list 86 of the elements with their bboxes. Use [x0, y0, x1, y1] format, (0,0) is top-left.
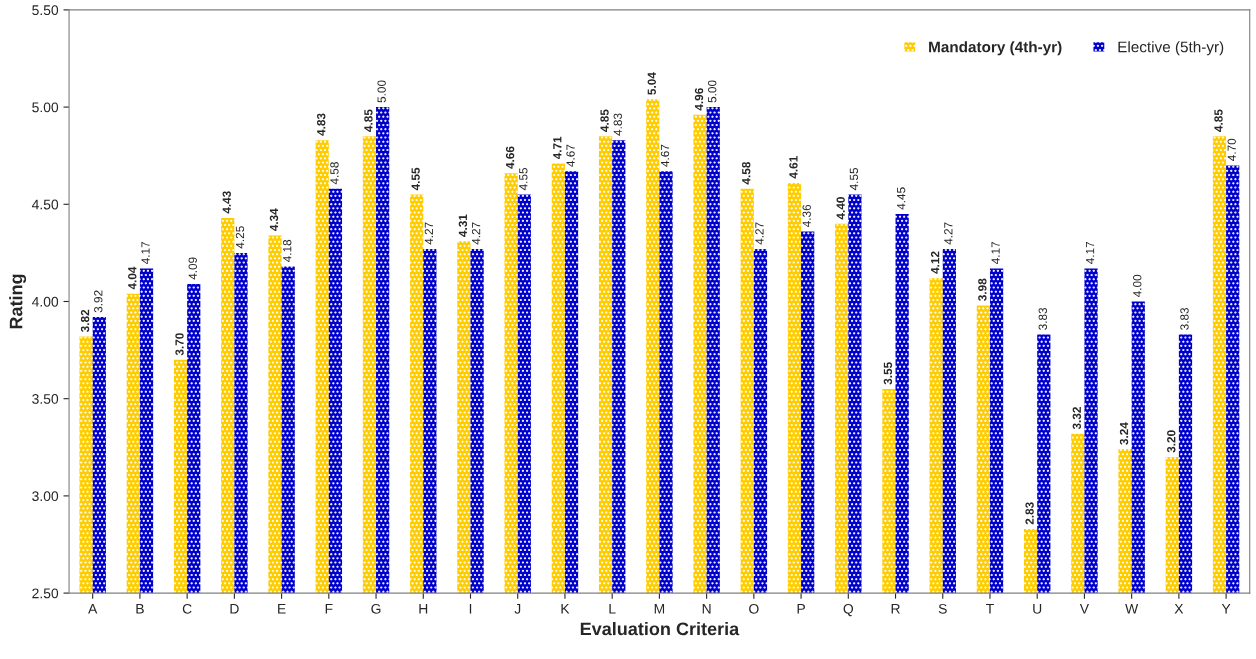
- data-label: 4.31: [458, 214, 468, 237]
- data-label: 4.71: [553, 136, 562, 160]
- x-tick-label: B: [136, 604, 144, 614]
- data-label: 4.27: [944, 222, 953, 245]
- x-tick-label: I: [469, 604, 472, 614]
- x-tick-label: X: [1174, 604, 1184, 614]
- data-label: 4.85: [1214, 109, 1223, 132]
- x-tick-label: Y: [1221, 604, 1231, 614]
- x-tick-label: L: [609, 604, 616, 614]
- data-label: 4.25: [235, 226, 245, 249]
- y-tick-label: 3.00: [32, 491, 59, 502]
- x-tick-label: U: [1033, 604, 1042, 614]
- data-label: 3.55: [883, 362, 893, 385]
- x-tick-label: A: [88, 604, 98, 614]
- y-tick-label: 5.00: [32, 102, 59, 113]
- y-tick-label: 4.00: [31, 296, 59, 307]
- data-label: 4.45: [897, 187, 906, 210]
- x-tick-label: H: [419, 604, 428, 614]
- data-label: 4.55: [519, 167, 528, 191]
- data-label: 4.18: [283, 239, 292, 263]
- x-tick-label: P: [797, 604, 805, 614]
- x-tick-label: J: [514, 604, 521, 614]
- data-label: 4.70: [1227, 138, 1236, 161]
- data-label: 4.61: [789, 156, 798, 179]
- legend-label: Mandatory (4th-yr): [929, 41, 1062, 56]
- data-label: 4.58: [742, 161, 751, 185]
- data-label: 4.17: [1085, 241, 1095, 265]
- x-tick-label: T: [986, 604, 994, 614]
- x-tick-label: D: [230, 604, 239, 614]
- data-label: 4.85: [600, 109, 609, 132]
- data-label: 4.00: [1133, 274, 1142, 298]
- y-tick-label: 2.50: [32, 588, 59, 599]
- data-label: 4.12: [930, 251, 940, 274]
- data-label: 4.40: [836, 197, 845, 220]
- data-label: 4.58: [330, 162, 339, 185]
- data-label: 4.17: [141, 241, 150, 265]
- x-tick-label: K: [561, 604, 570, 614]
- data-label: 4.34: [269, 208, 279, 232]
- x-axis-title: Evaluation Criteria: [580, 622, 740, 636]
- x-tick-label: G: [371, 603, 381, 614]
- x-tick-label: S: [938, 603, 947, 614]
- x-tick-label: C: [182, 603, 192, 614]
- data-label: 3.83: [1038, 307, 1047, 330]
- y-axis-title: Rating: [9, 274, 27, 329]
- data-label: 4.43: [222, 191, 231, 214]
- legend-label: Elective (5th-yr): [1118, 41, 1224, 56]
- data-label: 3.24: [1119, 422, 1129, 445]
- data-label: 4.36: [802, 204, 811, 228]
- x-tick-label: F: [325, 604, 333, 614]
- data-label: 4.55: [849, 167, 859, 191]
- data-label: 4.67: [660, 144, 670, 167]
- data-label: 4.66: [505, 146, 515, 169]
- data-label: 3.70: [175, 333, 184, 356]
- data-label: 4.17: [991, 241, 1000, 265]
- data-label: 4.04: [128, 266, 137, 290]
- data-label: 5.04: [647, 72, 656, 95]
- data-label: 5.00: [708, 80, 717, 103]
- data-label: 2.83: [1025, 502, 1034, 525]
- data-label: 4.96: [694, 88, 704, 111]
- data-label: 3.83: [1180, 307, 1189, 330]
- x-tick-label: R: [891, 604, 900, 614]
- x-tick-label: M: [654, 604, 665, 614]
- x-tick-label: W: [1125, 604, 1139, 614]
- data-label: 4.09: [188, 257, 197, 280]
- data-label: 4.27: [424, 222, 433, 245]
- x-tick-label: Q: [843, 603, 854, 617]
- data-label: 3.98: [978, 278, 987, 301]
- y-tick-label: 3.50: [32, 394, 59, 404]
- data-label: 4.27: [755, 222, 764, 245]
- data-label: 4.83: [613, 113, 622, 136]
- x-tick-label: E: [278, 604, 286, 614]
- data-label: 4.67: [566, 144, 575, 167]
- data-label: 3.82: [80, 309, 90, 333]
- data-label: 5.00: [377, 80, 386, 103]
- x-tick-label: N: [702, 604, 711, 614]
- x-tick-label: V: [1079, 604, 1089, 614]
- data-label: 4.27: [471, 222, 481, 245]
- data-label: 3.20: [1167, 430, 1176, 453]
- data-label: 4.55: [411, 167, 420, 191]
- data-label: 4.83: [317, 113, 326, 136]
- data-label: 3.92: [94, 290, 103, 313]
- y-tick-label: 5.50: [32, 5, 59, 16]
- data-label: 3.32: [1072, 407, 1081, 430]
- y-tick-label: 4.50: [31, 199, 59, 210]
- x-tick-label: O: [749, 603, 759, 614]
- data-label: 4.85: [364, 109, 373, 132]
